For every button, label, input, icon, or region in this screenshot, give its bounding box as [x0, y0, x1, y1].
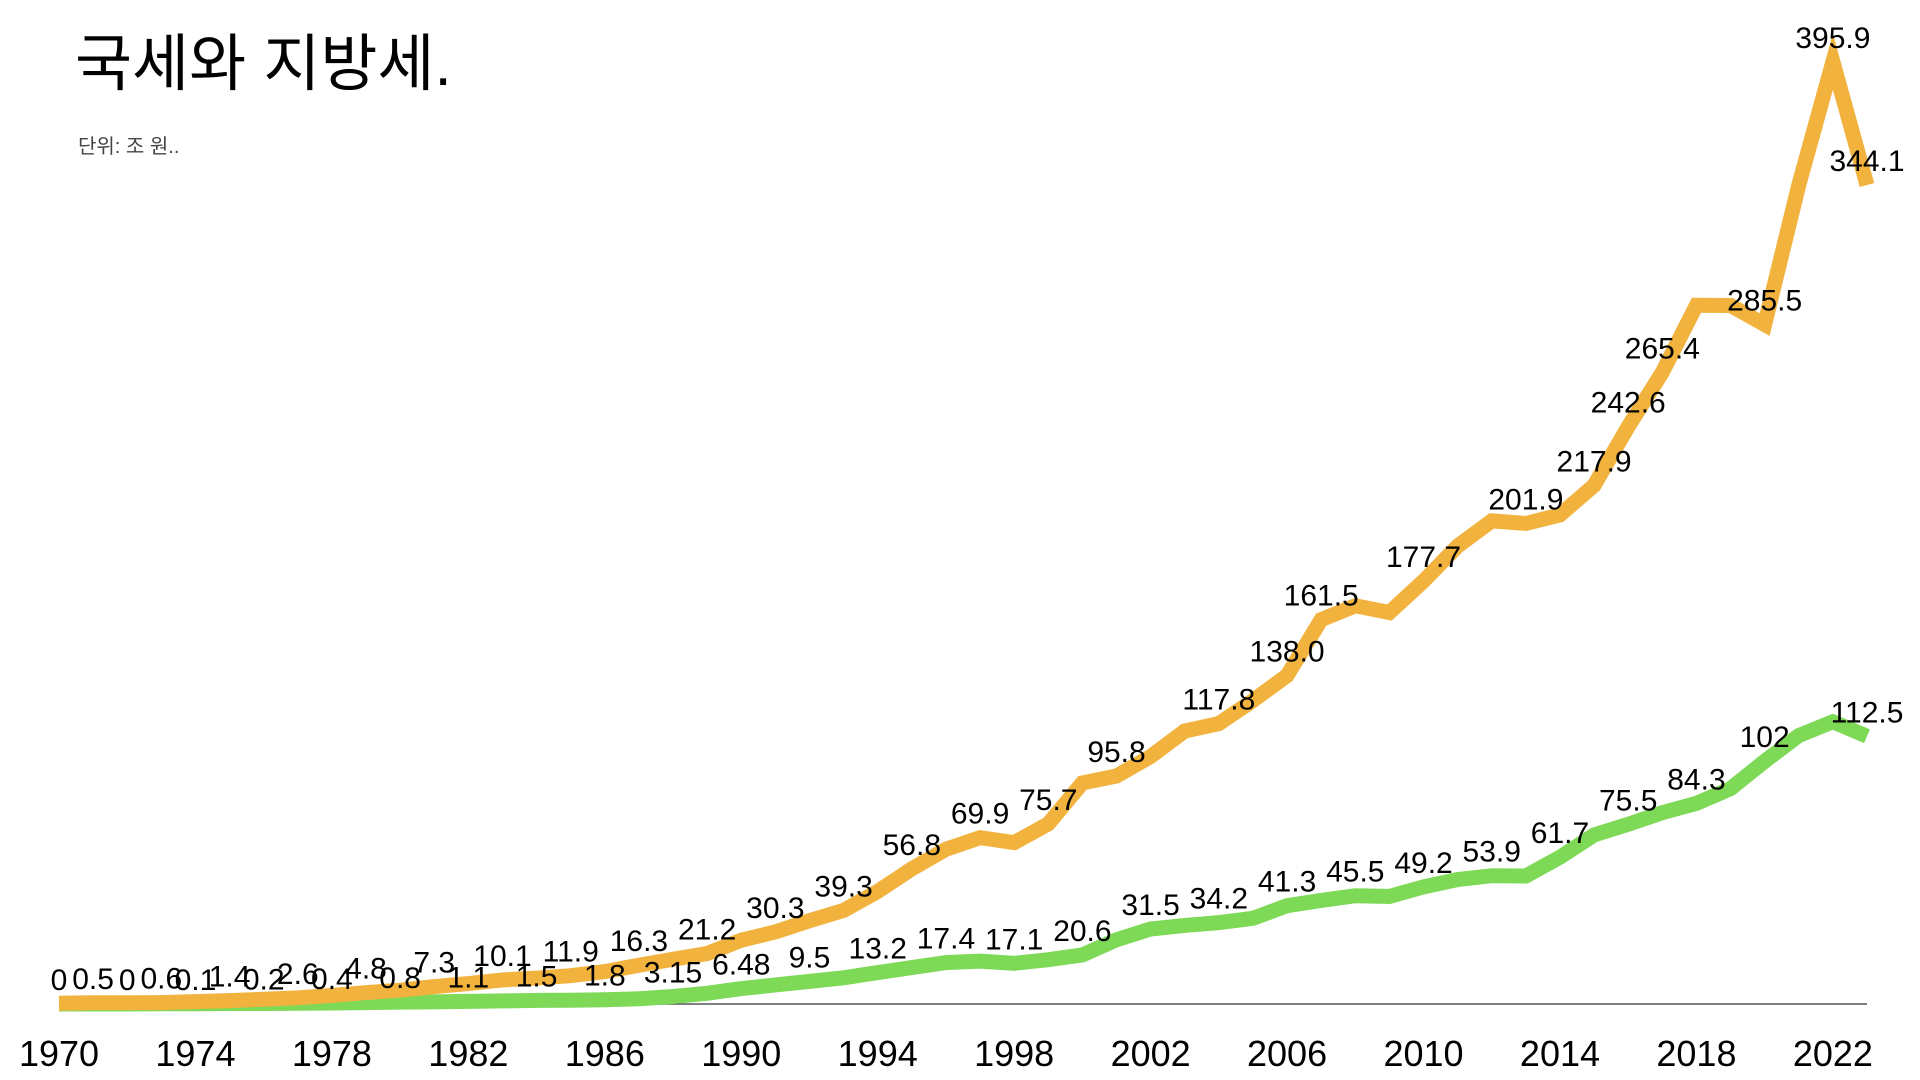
data-label: 56.8: [883, 829, 941, 862]
data-label: 2.6: [277, 958, 319, 991]
data-label: 1.5: [516, 960, 558, 993]
data-label: 0: [51, 964, 68, 997]
data-label: 21.2: [678, 914, 736, 947]
x-tick-label: 1982: [428, 1033, 508, 1074]
data-label: 9.5: [789, 941, 831, 974]
x-tick-label: 1998: [974, 1033, 1054, 1074]
data-label: 16.3: [610, 925, 668, 958]
series-line: [59, 713, 1870, 1012]
x-tick-label: 2022: [1793, 1033, 1873, 1074]
data-label: 0.5: [72, 963, 114, 996]
data-label: 3.15: [644, 957, 702, 990]
data-label: 1.1: [447, 961, 489, 994]
data-label: 75.5: [1599, 784, 1657, 817]
data-label: 17.4: [917, 923, 975, 956]
data-label: 20.6: [1053, 915, 1111, 948]
data-label: 177.7: [1386, 541, 1461, 574]
data-label: 75.7: [1019, 784, 1077, 817]
data-label: 0.2: [243, 964, 285, 997]
data-label: 84.3: [1667, 763, 1725, 796]
data-label: 265.4: [1625, 332, 1700, 365]
data-label: 0.8: [379, 962, 421, 995]
data-label: 69.9: [951, 798, 1009, 831]
data-label: 0.6: [140, 963, 182, 996]
data-label: 7.3: [413, 947, 455, 980]
data-label: 41.3: [1258, 866, 1316, 899]
data-label: 1.4: [209, 961, 251, 994]
x-tick-label: 1974: [155, 1033, 235, 1074]
data-label: 4.8: [345, 953, 387, 986]
data-label: 138.0: [1250, 636, 1325, 669]
data-label: 13.2: [849, 933, 907, 966]
data-label: 0.1: [175, 964, 217, 997]
x-tick-label: 1990: [701, 1033, 781, 1074]
data-label: 0: [119, 964, 136, 997]
chart-subtitle: 단위: 조 원..: [78, 135, 179, 158]
x-tick-label: 2006: [1247, 1033, 1327, 1074]
data-label: 30.3: [746, 892, 804, 925]
data-label: 1.8: [584, 960, 626, 993]
data-label: 11.9: [543, 936, 599, 969]
data-label: 242.6: [1591, 387, 1666, 420]
chart-title: 국세와 지방세.: [75, 30, 452, 99]
x-tick-label: 2002: [1111, 1033, 1191, 1074]
data-label: 34.2: [1190, 883, 1248, 916]
x-tick-label: 2018: [1656, 1033, 1736, 1074]
series-line: [58, 33, 1875, 1011]
data-label: 39.3: [814, 870, 872, 903]
data-label: 102: [1740, 721, 1790, 754]
data-label: 17.1: [985, 923, 1043, 956]
data-label: 0.4: [311, 963, 353, 996]
data-label: 201.9: [1488, 483, 1563, 516]
x-tick-label: 1978: [292, 1033, 372, 1074]
data-label: 10.1: [473, 940, 531, 973]
data-label: 285.5: [1727, 285, 1802, 318]
data-label: 49.2: [1394, 847, 1452, 880]
data-label: 53.9: [1463, 836, 1521, 869]
data-label: 95.8: [1087, 736, 1145, 769]
data-label: 6.48: [712, 949, 770, 982]
data-label: 112.5: [1831, 696, 1904, 729]
data-label: 45.5: [1326, 856, 1384, 889]
data-label: 344.1: [1829, 145, 1904, 178]
data-label: 217.9: [1557, 445, 1632, 478]
x-tick-label: 1986: [565, 1033, 645, 1074]
data-label: 395.9: [1795, 22, 1870, 55]
data-label: 161.5: [1284, 580, 1359, 613]
data-label: 117.8: [1182, 684, 1255, 717]
data-label: 31.5: [1121, 889, 1179, 922]
data-label: 61.7: [1531, 817, 1589, 850]
x-tick-label: 2010: [1383, 1033, 1463, 1074]
x-tick-label: 2014: [1520, 1033, 1600, 1074]
x-tick-label: 1994: [838, 1033, 918, 1074]
x-tick-label: 1970: [19, 1033, 99, 1074]
